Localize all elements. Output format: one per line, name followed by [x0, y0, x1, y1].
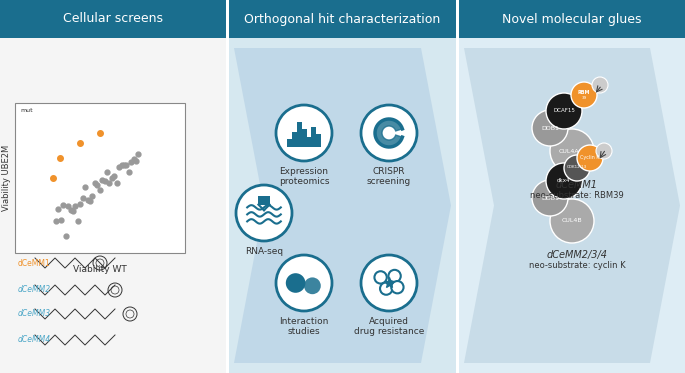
Text: RBM: RBM: [577, 91, 590, 95]
Text: drug resistance: drug resistance: [354, 327, 424, 336]
Bar: [301, 129, 307, 147]
Polygon shape: [234, 48, 451, 363]
Text: RNA-seq: RNA-seq: [245, 247, 283, 256]
Circle shape: [276, 105, 332, 161]
Bar: [306, 137, 312, 147]
Text: 39: 39: [582, 96, 586, 100]
Text: DDB1: DDB1: [541, 195, 559, 201]
Text: Viability WT: Viability WT: [73, 265, 127, 274]
Polygon shape: [375, 119, 402, 147]
Text: dCeMM4: dCeMM4: [18, 335, 51, 345]
Bar: [316, 134, 321, 147]
Text: CUL4A/B: CUL4A/B: [558, 148, 586, 154]
Text: Cellular screens: Cellular screens: [63, 13, 163, 25]
Bar: [0, 38, 226, 373]
Bar: [297, 122, 302, 147]
Circle shape: [532, 110, 568, 146]
Text: dCeMM1: dCeMM1: [556, 180, 598, 190]
Circle shape: [361, 105, 417, 161]
FancyBboxPatch shape: [15, 103, 185, 253]
Text: Interaction: Interaction: [279, 317, 329, 326]
Circle shape: [532, 180, 568, 216]
Circle shape: [361, 255, 417, 311]
Circle shape: [380, 282, 393, 295]
Text: neo-substrate: RBM39: neo-substrate: RBM39: [530, 191, 624, 201]
Circle shape: [286, 273, 306, 293]
Circle shape: [388, 270, 401, 282]
Text: neo-substrate: cyclin K: neo-substrate: cyclin K: [529, 261, 625, 270]
Text: dCeMM2/3/4: dCeMM2/3/4: [547, 250, 608, 260]
Bar: [292, 132, 297, 147]
Circle shape: [564, 155, 590, 181]
Text: dCeMM3: dCeMM3: [18, 310, 51, 319]
Text: DDB1: DDB1: [541, 125, 559, 131]
FancyBboxPatch shape: [459, 0, 685, 38]
Text: screening: screening: [367, 177, 411, 186]
Bar: [258, 196, 270, 205]
Text: mut: mut: [20, 109, 33, 113]
Circle shape: [577, 145, 603, 171]
Circle shape: [546, 93, 582, 129]
Circle shape: [592, 77, 608, 93]
Circle shape: [375, 271, 387, 283]
Bar: [226, 0, 229, 373]
Circle shape: [596, 143, 612, 159]
Text: dkx4: dkx4: [558, 179, 571, 184]
Text: proteomics: proteomics: [279, 177, 329, 186]
Bar: [229, 38, 456, 373]
Text: Acquired: Acquired: [369, 317, 409, 326]
Bar: [459, 38, 685, 373]
Text: CDK12/13: CDK12/13: [567, 165, 587, 169]
Polygon shape: [464, 48, 680, 363]
Text: Expression: Expression: [279, 167, 329, 176]
Text: Orthogonal hit characterization: Orthogonal hit characterization: [245, 13, 440, 25]
Text: dCeMM1: dCeMM1: [18, 258, 51, 267]
Circle shape: [571, 82, 597, 108]
Circle shape: [236, 185, 292, 241]
Circle shape: [391, 281, 403, 293]
FancyBboxPatch shape: [0, 0, 226, 38]
Circle shape: [304, 278, 321, 294]
Bar: [456, 0, 459, 373]
Circle shape: [550, 199, 594, 243]
Text: dCeMM2: dCeMM2: [18, 285, 51, 295]
Bar: [311, 127, 316, 147]
Text: CUL4B: CUL4B: [562, 219, 582, 223]
Text: Novel molecular glues: Novel molecular glues: [502, 13, 642, 25]
Text: studies: studies: [288, 327, 321, 336]
Text: Cyclin K: Cyclin K: [580, 154, 600, 160]
Circle shape: [276, 255, 332, 311]
FancyBboxPatch shape: [229, 0, 456, 38]
Bar: [287, 140, 292, 147]
Text: CRISPR: CRISPR: [373, 167, 406, 176]
Text: Viability UBE2M: Viability UBE2M: [3, 145, 12, 211]
Circle shape: [550, 129, 594, 173]
Circle shape: [546, 163, 582, 199]
Text: DCAF15: DCAF15: [553, 109, 575, 113]
